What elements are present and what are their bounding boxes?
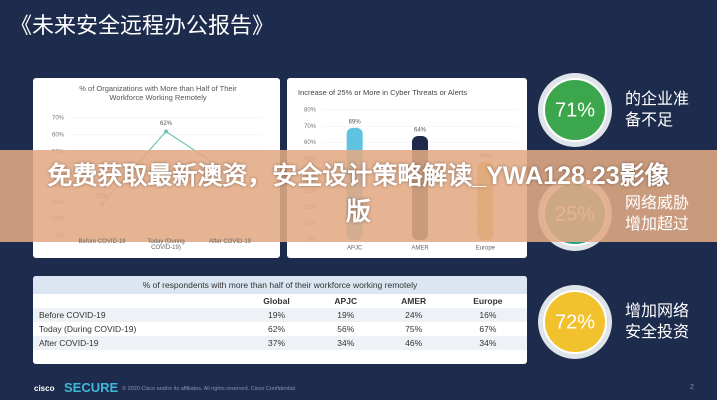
banner-text: 免费获取最新澳资，安全设计策略解读_YWA128.23影像版 — [47, 162, 670, 226]
table-row: Before COVID-19 19% 19% 24% 16% — [33, 308, 527, 322]
y-tick-label: 60% — [52, 132, 65, 138]
table-row: % of respondents with more than half of … — [33, 276, 527, 294]
table-cell: 37% — [267, 338, 285, 348]
table-cell: 75% — [405, 324, 423, 334]
stat-value: 71% — [555, 99, 595, 121]
table-cell: 19% — [267, 310, 285, 320]
table-cell: % of respondents with more than half of … — [142, 280, 418, 290]
table-cell: 56% — [337, 324, 355, 334]
x-tick-label: APJC — [347, 246, 363, 252]
stat-label: 的企业准备不足 — [625, 91, 690, 129]
value-label: 64% — [414, 128, 427, 134]
table-cell: 24% — [405, 310, 423, 320]
table-cell: 67% — [479, 324, 497, 334]
table: % of respondents with more than half of … — [33, 276, 527, 350]
x-tick-label: Europe — [476, 246, 496, 252]
table-cell: After COVID-19 — [39, 338, 99, 348]
table-cell: Today (During COVID-19) — [39, 324, 137, 334]
stat-value: 72% — [555, 311, 595, 333]
table-cell: 62% — [267, 324, 285, 334]
table-cell: APJC — [334, 296, 358, 306]
x-tick-label: Before COVID-19 — [78, 239, 126, 245]
y-tick-label: 60% — [304, 140, 317, 146]
point — [164, 129, 168, 134]
y-tick-label: 80% — [304, 108, 317, 114]
table-cell: Europe — [473, 296, 503, 306]
table-cell: Global — [263, 296, 290, 306]
x-tick-label: Today (During COVID-19) — [147, 239, 185, 251]
stat-circle — [543, 78, 607, 142]
stat-circle — [543, 290, 607, 354]
table-row: Global APJC AMER Europe — [33, 294, 527, 308]
chart-title: Increase of 25% or More in Cyber Threats… — [298, 88, 468, 97]
table-cell: 34% — [337, 338, 355, 348]
table-cell: 46% — [405, 338, 423, 348]
table-row: Today (During COVID-19) 62% 56% 75% 67% — [33, 322, 527, 336]
copyright: © 2020 Cisco and/or its affiliates. All … — [122, 386, 296, 392]
stat-label: 增加网络安全投资 — [625, 303, 690, 341]
page-number: 2 — [690, 384, 694, 391]
table-cell: Before COVID-19 — [39, 310, 106, 320]
chart-title: % of Organizations with More than Half o… — [79, 84, 237, 102]
value-label: 69% — [349, 119, 362, 125]
table-cell: AMER — [401, 296, 427, 306]
x-tick-label: After COVID-19 — [208, 239, 251, 245]
y-tick-label: 70% — [52, 116, 65, 122]
table-cell: 34% — [479, 338, 497, 348]
brand: cisco — [34, 384, 55, 393]
table-cell: 16% — [479, 310, 497, 320]
product: SECURE — [64, 380, 119, 395]
stat-label: 网络威胁增加超过 — [625, 195, 690, 233]
table-row: After COVID-19 37% 34% 46% 34% — [33, 336, 527, 350]
table-cell: 19% — [337, 310, 355, 320]
y-tick-label: 70% — [304, 124, 317, 130]
x-tick-label: AMER — [411, 246, 429, 252]
table-panel: % of respondents with more than half of … — [33, 276, 527, 364]
value-label: 62% — [160, 121, 173, 127]
slide-title: 《未来安全远程办公报告》 — [10, 13, 275, 38]
banner: 免费获取最新澳资，安全设计策略解读_YWA128.23影像版 — [0, 150, 717, 242]
